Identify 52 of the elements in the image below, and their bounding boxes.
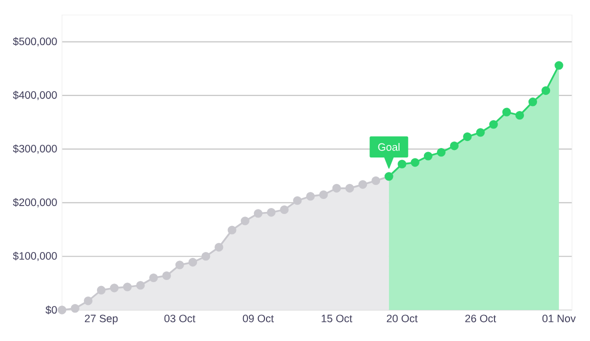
y-tick-label: $200,000 bbox=[12, 198, 57, 208]
y-tick-label: $100,000 bbox=[12, 252, 57, 261]
point bbox=[188, 258, 198, 267]
point bbox=[450, 142, 459, 150]
point bbox=[463, 132, 472, 142]
x-tick-label: 26 Oct bbox=[465, 314, 496, 322]
point bbox=[515, 110, 524, 120]
point bbox=[96, 286, 106, 294]
point bbox=[306, 192, 315, 201]
point bbox=[84, 296, 92, 306]
x-tick-label: 01 Nov bbox=[542, 314, 576, 322]
point bbox=[528, 98, 538, 106]
point bbox=[293, 196, 302, 205]
x-tick-label: 03 Oct bbox=[164, 314, 196, 322]
point bbox=[280, 205, 289, 214]
y-tick-label: $0 bbox=[46, 306, 57, 314]
point bbox=[228, 226, 236, 234]
point bbox=[175, 260, 184, 270]
point bbox=[202, 252, 210, 261]
y-tick-label: $300,000 bbox=[12, 144, 57, 154]
x-tick-label: 20 Oct bbox=[386, 314, 418, 322]
point bbox=[214, 242, 224, 252]
y-tick-label: $500,000 bbox=[12, 37, 57, 46]
point bbox=[398, 160, 406, 168]
point bbox=[345, 184, 354, 193]
point bbox=[70, 304, 80, 313]
point bbox=[436, 148, 446, 157]
point bbox=[110, 284, 119, 292]
point bbox=[502, 108, 511, 116]
point bbox=[266, 208, 276, 217]
y-tick-label: $400,000 bbox=[12, 90, 57, 100]
annotation: Goal bbox=[378, 142, 400, 151]
x-tick-label: 09 Oct bbox=[242, 314, 274, 322]
point bbox=[372, 176, 380, 186]
point bbox=[319, 190, 328, 200]
point bbox=[136, 280, 145, 290]
point bbox=[254, 209, 262, 218]
point bbox=[332, 184, 341, 193]
point bbox=[542, 86, 550, 95]
point bbox=[424, 152, 432, 160]
point bbox=[410, 158, 420, 167]
point bbox=[489, 120, 498, 129]
x-tick-label: 27 Sep bbox=[84, 314, 118, 324]
point bbox=[358, 180, 368, 189]
point bbox=[162, 271, 171, 280]
point bbox=[240, 216, 250, 226]
point bbox=[149, 273, 158, 282]
point bbox=[554, 61, 564, 70]
point bbox=[476, 128, 485, 137]
point bbox=[123, 282, 132, 292]
point bbox=[58, 306, 66, 314]
x-tick-label: 15 Oct bbox=[322, 314, 352, 322]
